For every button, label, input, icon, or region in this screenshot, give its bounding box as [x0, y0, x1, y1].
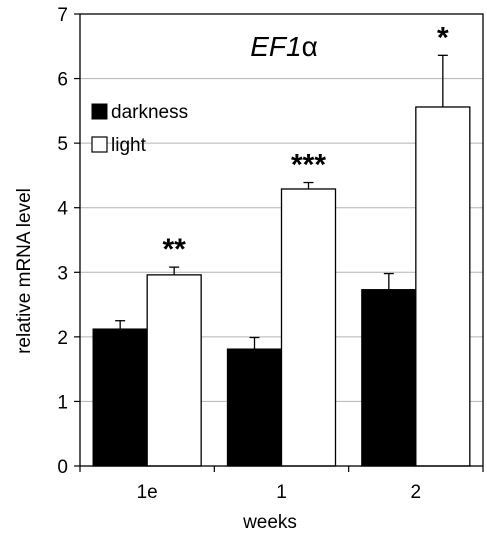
significance-marker: * — [437, 21, 449, 54]
legend-label-light: light — [111, 135, 147, 156]
chart-title-suffix: α — [302, 31, 318, 62]
bar-darkness — [92, 328, 148, 467]
plot-frame — [79, 13, 484, 467]
bar-light — [415, 106, 471, 467]
y-tick-label: 3 — [57, 263, 68, 284]
legend-swatch-darkness — [91, 103, 108, 120]
plot-area-border — [79, 13, 484, 467]
y-tick-label: 5 — [57, 134, 68, 155]
legend-label-darkness: darkness — [111, 102, 188, 123]
y-tick-label: 6 — [57, 70, 68, 91]
y-tick-label: 0 — [57, 457, 68, 478]
x-tick-label: 1e — [137, 482, 158, 503]
y-axis-label: relative mRNA level — [14, 188, 35, 354]
bar-light — [280, 188, 337, 467]
legend-swatch-light — [91, 136, 108, 153]
bar-darkness — [226, 348, 283, 467]
bars — [92, 106, 471, 467]
x-tick-label: 1 — [276, 482, 287, 503]
y-tick-label: 7 — [57, 5, 68, 26]
chart-title-gene: EF1 — [250, 31, 301, 62]
significance-marker: ** — [162, 233, 186, 266]
chart-title: EF1α — [250, 31, 318, 62]
y-tick-label: 1 — [57, 392, 68, 413]
error-bars — [115, 54, 448, 350]
significance-marker: *** — [291, 149, 326, 182]
x-axis-label: weeks — [242, 512, 297, 533]
x-tick-label: 2 — [411, 482, 422, 503]
legend: darkness light — [91, 102, 188, 156]
significance-markers: ****** — [162, 21, 449, 266]
bar-darkness — [361, 289, 417, 467]
x-axis: 1e 1 2 — [79, 466, 484, 503]
y-tick-label: 2 — [57, 328, 68, 349]
y-tick-label: 4 — [57, 199, 68, 220]
bar-light — [146, 274, 202, 467]
y-axis: 0 1 2 3 4 5 6 7 — [57, 5, 80, 478]
